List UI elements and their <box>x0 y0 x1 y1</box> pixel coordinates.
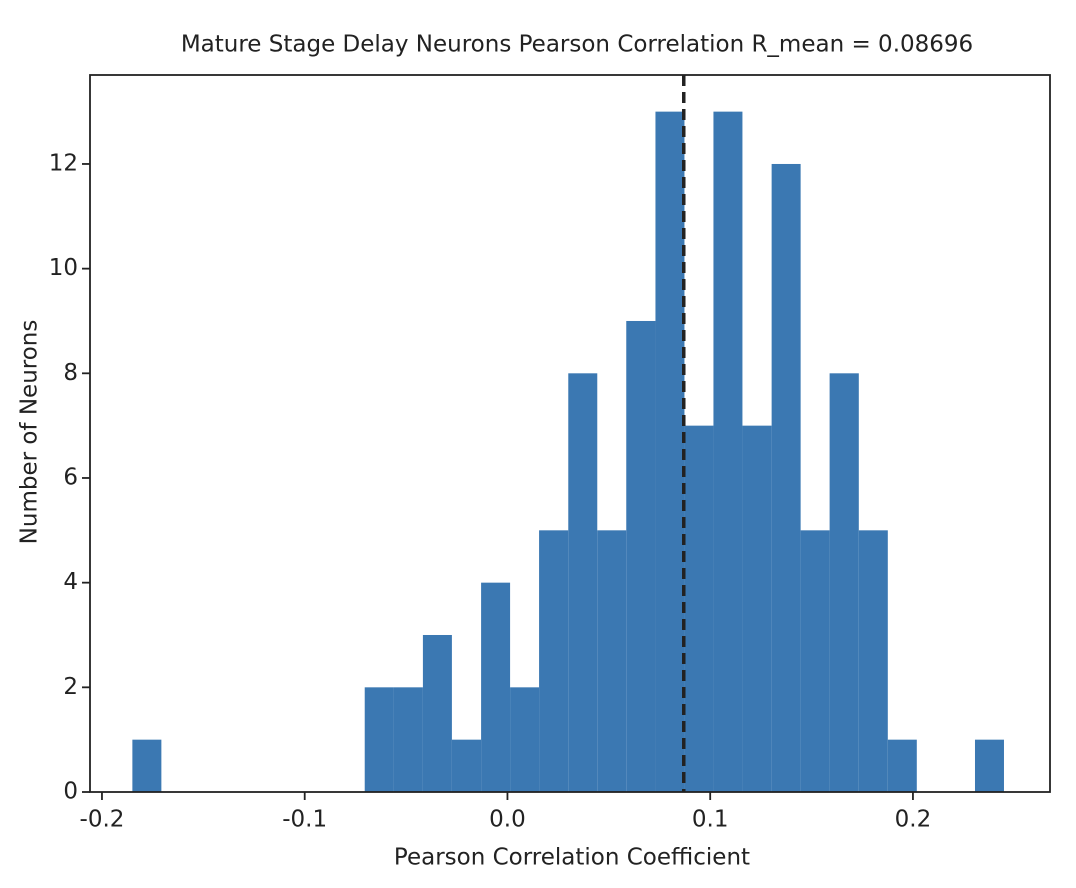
y-axis-label: Number of Neurons <box>17 320 43 545</box>
x-axis-label: Pearson Correlation Coefficient <box>394 845 750 871</box>
x-tick-label: 0.0 <box>489 807 526 833</box>
x-tick-label: -0.2 <box>80 807 125 833</box>
bar <box>800 530 830 792</box>
bar <box>974 739 1004 792</box>
x-tick-label: 0.2 <box>895 807 932 833</box>
y-tick-label: 10 <box>49 255 78 281</box>
y-tick-label: 6 <box>63 464 78 490</box>
bar <box>451 739 482 792</box>
chart-title: Mature Stage Delay Neurons Pearson Corre… <box>181 32 973 58</box>
bar <box>422 634 452 792</box>
bar <box>510 687 540 792</box>
bar <box>539 530 569 792</box>
plot-frame <box>89 74 1051 793</box>
bar <box>626 320 656 792</box>
bar <box>771 163 801 792</box>
bar <box>713 111 743 793</box>
y-tick-label: 8 <box>63 360 78 386</box>
y-tick-label: 12 <box>49 150 78 176</box>
y-tick-label: 0 <box>63 779 78 805</box>
bar <box>887 739 917 792</box>
bar <box>132 739 162 792</box>
bar <box>684 425 714 792</box>
y-tick-label: 4 <box>63 569 78 595</box>
bar <box>393 687 423 792</box>
x-tick-label: -0.1 <box>282 807 327 833</box>
bar <box>481 582 511 792</box>
bar <box>364 687 394 792</box>
bar <box>568 373 598 792</box>
bar <box>597 530 627 792</box>
bar <box>742 425 772 792</box>
y-tick-label: 2 <box>63 674 78 700</box>
bar <box>829 373 859 792</box>
bar <box>858 530 888 792</box>
bar <box>655 111 685 793</box>
x-tick-label: 0.1 <box>692 807 729 833</box>
